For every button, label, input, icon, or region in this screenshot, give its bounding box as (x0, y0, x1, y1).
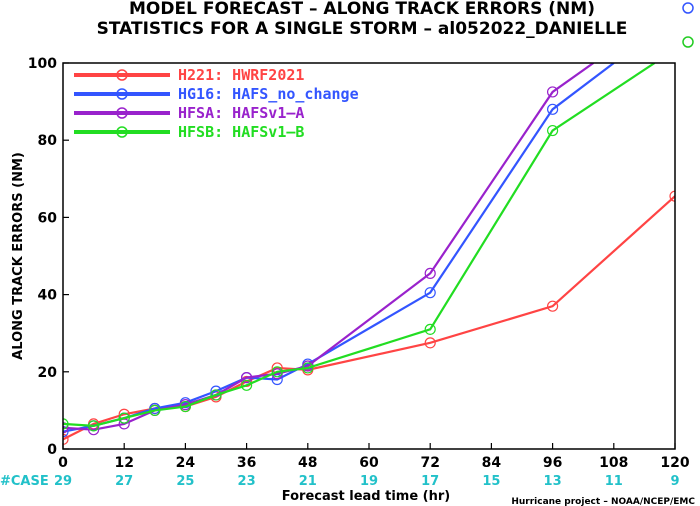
plot-frame (62, 62, 676, 450)
case-count: 9 (670, 474, 679, 489)
case-count: 27 (115, 474, 133, 489)
series-line-3 (63, 63, 656, 427)
y-tick-label: 60 (38, 210, 58, 226)
y-axis-label: ALONG TRACK ERRORS (NM) (11, 152, 26, 360)
x-axis-label: Forecast lead time (hr) (282, 489, 450, 504)
y-tick-label: 100 (28, 56, 57, 72)
data-point (87, 424, 100, 436)
corner-marker-blue (682, 2, 694, 14)
data-point (271, 366, 283, 378)
data-point (669, 190, 675, 202)
x-tick-label: 48 (298, 455, 317, 471)
plot-area: 0 12 24 36 48 60 72 84 96 108 120 0 20 40 60 80 100 H221:… (28, 56, 690, 489)
corner-marker-green (682, 36, 694, 48)
case-label: #CASE (0, 474, 49, 489)
data-point (63, 422, 69, 434)
data-point (63, 426, 69, 438)
case-count: 23 (238, 474, 256, 489)
data-point (424, 267, 436, 279)
x-tick-label: 36 (237, 455, 256, 471)
x-tick-label: 0 (58, 455, 68, 471)
data-point (546, 124, 559, 137)
case-count: 11 (605, 474, 623, 489)
data-point (210, 389, 222, 401)
legend-label-1: HG16: HAFS_no_change (178, 85, 359, 103)
chart-title-line-2: STATISTICS FOR A SINGLE STORM – al052022… (97, 19, 628, 39)
data-point (424, 323, 436, 335)
series-group (63, 63, 675, 445)
data-point (424, 287, 436, 299)
x-tick-label: 108 (599, 455, 628, 471)
x-tick-label: 12 (114, 455, 133, 471)
data-point (546, 86, 559, 98)
legend-marker-3 (116, 126, 128, 138)
x-tick-label: 72 (420, 455, 439, 471)
case-count: 29 (54, 474, 72, 489)
x-tick-label: 24 (176, 455, 196, 471)
case-count: 25 (176, 474, 194, 489)
case-count: 21 (299, 474, 317, 489)
series-line-2 (63, 63, 595, 431)
data-point (546, 103, 559, 115)
case-count: 13 (544, 474, 562, 489)
data-point (87, 420, 100, 432)
case-count: 17 (421, 474, 439, 489)
data-point (241, 379, 253, 391)
legend-label-2: HFSA: HAFSv1–A (178, 104, 304, 122)
legend-marker-2 (116, 107, 128, 119)
x-tick-label: 96 (543, 455, 562, 471)
data-point (63, 433, 69, 445)
data-point (118, 412, 130, 424)
data-point (424, 337, 436, 349)
data-point (149, 404, 161, 416)
data-point (179, 400, 191, 413)
data-point (241, 371, 253, 384)
y-tick-label: 40 (38, 288, 58, 304)
data-point (302, 362, 314, 374)
legend-label-0: H221: HWRF2021 (178, 66, 304, 84)
x-tick-label: 84 (482, 455, 502, 471)
legend-marker-0 (116, 69, 128, 81)
legend-label-3: HFSB: HAFSv1–B (178, 123, 304, 141)
x-tick-label: 60 (359, 455, 379, 471)
chart-title-line-1: MODEL FORECAST – ALONG TRACK ERRORS (NM) (129, 0, 595, 19)
credit-text: Hurricane project – NOAA/NCEP/EMC (511, 497, 695, 506)
x-tick-label: 120 (660, 455, 689, 471)
data-point (63, 418, 69, 430)
y-tick-label: 80 (38, 133, 58, 149)
y-tick-label: 0 (47, 442, 57, 458)
data-point (546, 300, 559, 312)
case-count: 15 (482, 474, 500, 489)
series-line-1 (63, 63, 615, 433)
y-tick-label: 20 (38, 365, 58, 381)
legend-marker-1 (116, 88, 128, 100)
case-count: 19 (360, 474, 378, 489)
